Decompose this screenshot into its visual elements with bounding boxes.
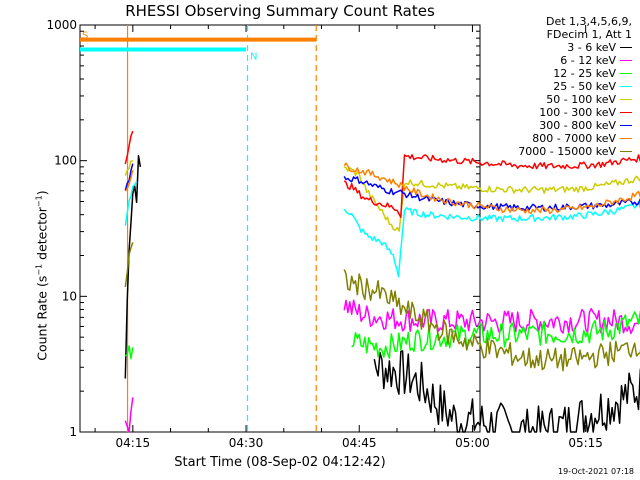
series-line	[124, 181, 138, 226]
series-line	[124, 345, 134, 360]
legend-header-line-2: FDecim 1, Att 1	[546, 28, 632, 41]
x-axis-label: Start Time (08-Sep-02 04:12:42)	[174, 455, 386, 470]
chart-title: RHESSI Observing Summary Count Rates	[125, 2, 435, 20]
legend-entry-label: 6 - 12 keV	[560, 54, 616, 67]
series-line	[124, 397, 134, 433]
x-tick-label: 04:30	[229, 436, 264, 450]
legend-entry-label: 300 - 800 keV	[539, 119, 616, 132]
series-line	[343, 201, 640, 278]
y-tick-label: 100	[54, 154, 77, 168]
legend-entry: 100 - 300 keV	[539, 106, 632, 119]
generation-timestamp: 19-Oct-2021 07:18	[558, 467, 634, 476]
legend-swatch	[620, 125, 632, 126]
legend-swatch	[620, 86, 632, 87]
series-line	[124, 242, 134, 288]
series-line	[351, 310, 640, 359]
series-line	[343, 162, 640, 215]
state-bar-label: S	[82, 31, 88, 42]
legend-swatch	[620, 47, 632, 48]
series-line	[124, 163, 134, 191]
legend-entry: 800 - 7000 keV	[532, 132, 632, 145]
legend-swatch	[620, 99, 632, 100]
x-tick-label: 05:00	[455, 436, 490, 450]
state-bar-label: N	[250, 51, 257, 62]
legend-swatch	[620, 112, 632, 113]
legend-entry: 3 - 6 keV	[567, 41, 632, 54]
legend-entry: 6 - 12 keV	[560, 54, 632, 67]
legend-entry-label: 800 - 7000 keV	[532, 132, 616, 145]
series-line	[124, 170, 134, 192]
legend-swatch	[620, 60, 632, 61]
series-line	[124, 159, 133, 176]
legend-entry-label: 3 - 6 keV	[567, 41, 616, 54]
legend-entry-label: 12 - 25 keV	[553, 67, 616, 80]
legend-entry-label: 50 - 100 keV	[546, 93, 616, 106]
series-line	[343, 269, 640, 372]
series-line	[343, 166, 640, 232]
y-tick-label: 1000	[46, 18, 77, 32]
legend-swatch	[620, 73, 632, 74]
y-tick-label: 1	[69, 425, 77, 439]
legend-entry: 50 - 100 keV	[546, 93, 632, 106]
series-line	[343, 154, 640, 219]
series-line	[373, 350, 640, 433]
x-tick-label: 04:45	[342, 436, 377, 450]
y-axis-label: Count Rate (s−1 detector−1)	[34, 190, 50, 361]
series-line	[124, 130, 134, 165]
legend-header-line-1: Det 1,3,4,5,6,9,	[545, 15, 632, 28]
legend-swatch	[620, 151, 632, 152]
legend-entry: 300 - 800 keV	[539, 119, 632, 132]
legend-entry-label: 25 - 50 keV	[553, 80, 616, 93]
legend-entry: 7000 - 15000 keV	[518, 145, 632, 158]
legend-swatch	[620, 138, 632, 139]
x-tick-label: 05:15	[568, 436, 603, 450]
legend-entry-label: 7000 - 15000 keV	[518, 145, 616, 158]
x-tick-label: 04:15	[116, 436, 151, 450]
legend-entry: 25 - 50 keV	[553, 80, 632, 93]
plot-frame	[79, 24, 481, 433]
series-line	[124, 155, 142, 379]
legend-entry-label: 100 - 300 keV	[539, 106, 616, 119]
legend-entry: 12 - 25 keV	[553, 67, 632, 80]
y-tick-label: 10	[62, 289, 77, 303]
